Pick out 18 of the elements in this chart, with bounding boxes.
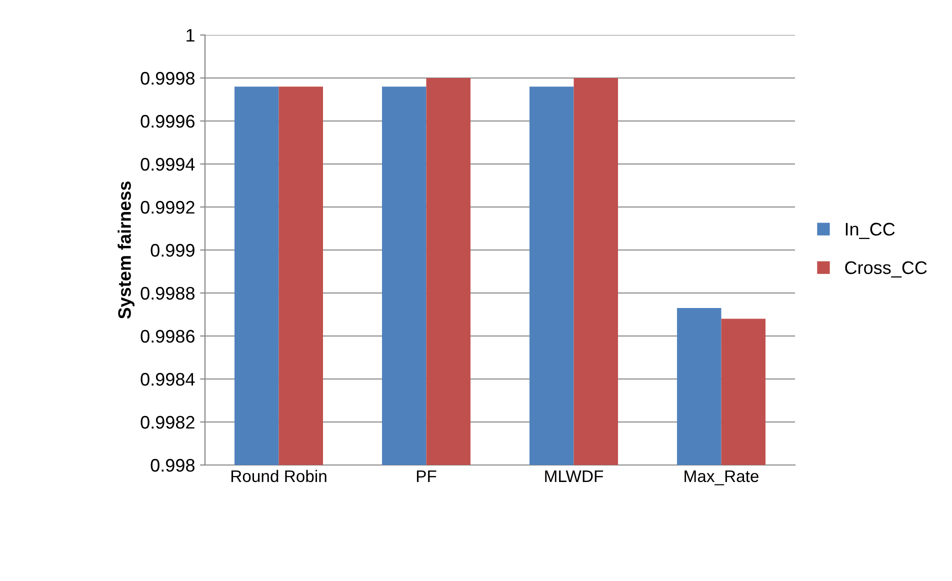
y-tick-label: 0.9992 — [140, 200, 194, 214]
y-tick-label: 0.9994 — [140, 158, 195, 171]
x-tick-label: MLWDF — [545, 470, 604, 482]
x-tick-label: Round Robin — [231, 470, 326, 482]
y-tick-label: 0.9988 — [140, 286, 194, 300]
x-tick-label: Max_Rate — [684, 470, 758, 486]
y-tick-label: 0.9996 — [140, 114, 194, 128]
y-tick-label: 0.998 — [150, 458, 194, 472]
legend-label: In_CC — [846, 222, 895, 240]
legend-label: Cross_CC — [845, 261, 927, 278]
y-tick-label: 0.9984 — [140, 372, 195, 386]
y-tick-label: 0.9986 — [140, 330, 194, 343]
x-tick-label: PF — [416, 470, 436, 482]
y-axis-title: System fairness — [118, 181, 135, 319]
y-tick-label: 0.9998 — [140, 72, 194, 85]
y-tick-label: 0.999 — [150, 244, 194, 257]
y-tick-label: 0.9982 — [140, 416, 194, 429]
y-tick-label: 1 — [186, 29, 194, 42]
